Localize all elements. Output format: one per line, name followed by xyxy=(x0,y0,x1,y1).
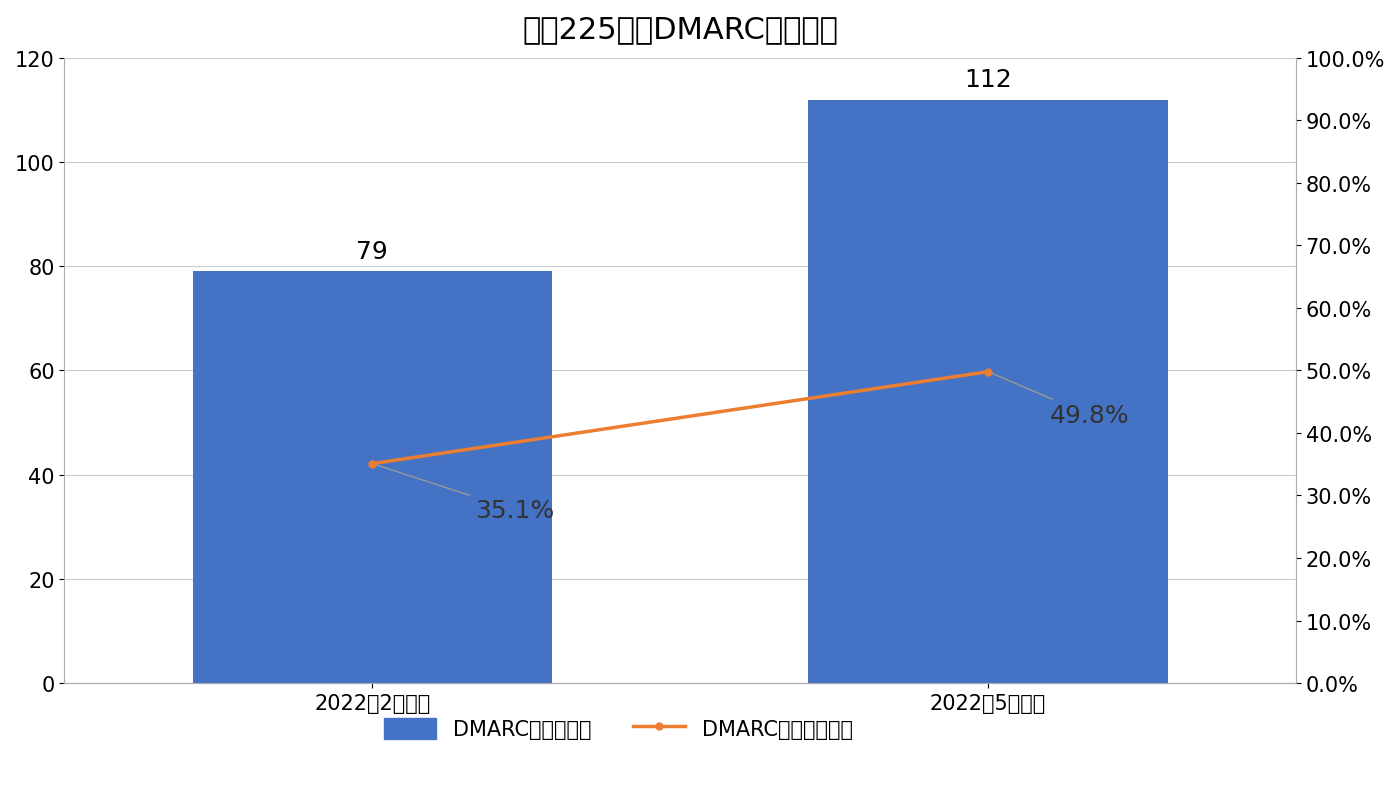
Text: 79: 79 xyxy=(357,240,388,264)
Title: 日経225企楮DMARC導入状況: 日経225企楮DMARC導入状況 xyxy=(522,15,839,44)
Text: 35.1%: 35.1% xyxy=(375,465,554,522)
Bar xyxy=(808,100,1168,683)
Legend: DMARC導入企楮数, DMARC導入企楮割合: DMARC導入企楮数, DMARC導入企楮割合 xyxy=(377,710,861,747)
Text: 49.8%: 49.8% xyxy=(991,373,1130,427)
Bar xyxy=(193,272,552,683)
Text: 112: 112 xyxy=(965,68,1012,92)
